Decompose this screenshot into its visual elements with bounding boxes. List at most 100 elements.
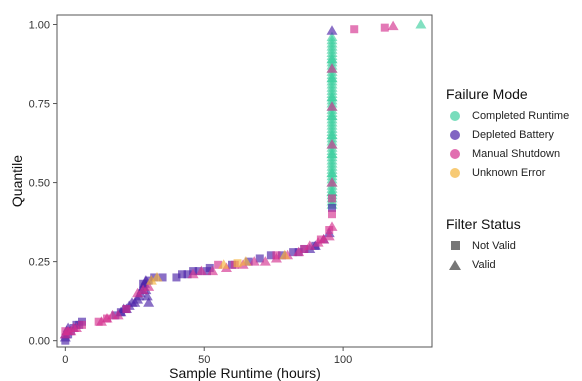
data-point xyxy=(143,281,155,291)
legend-label: Completed Runtime xyxy=(472,109,570,122)
legend-item-completed-runtime: Completed Runtime xyxy=(446,106,569,125)
data-point xyxy=(158,273,167,282)
legend-label: Manual Shutdown xyxy=(472,147,561,160)
data-point xyxy=(61,327,70,336)
data-point xyxy=(112,309,124,320)
data-point xyxy=(178,270,186,279)
data-point xyxy=(103,314,111,323)
legend-swatch xyxy=(446,258,464,272)
data-point xyxy=(387,20,399,31)
y-axis: 0.00 0.25 0.50 0.75 1.00 xyxy=(29,19,57,348)
data-point xyxy=(279,249,291,260)
data-point xyxy=(116,308,125,317)
legend-label: Unknown Error xyxy=(472,166,546,179)
data-point xyxy=(289,248,298,257)
data-point xyxy=(139,279,148,288)
data-point xyxy=(326,186,338,197)
data-point xyxy=(326,110,338,121)
scatter-points xyxy=(59,18,427,345)
data-point xyxy=(151,271,163,282)
data-point xyxy=(326,167,338,178)
y-tick-label: 0.50 xyxy=(29,178,50,190)
data-point xyxy=(326,177,338,187)
data-point xyxy=(328,210,336,219)
data-point xyxy=(326,63,338,73)
legend-title: Filter Status xyxy=(446,216,521,232)
y-tick-label: 0.00 xyxy=(29,336,50,348)
data-point xyxy=(94,317,103,326)
data-point xyxy=(172,273,181,282)
data-point xyxy=(137,284,149,295)
legend-item-unknown-error: Unknown Error xyxy=(446,163,569,182)
circle-icon xyxy=(450,148,460,159)
legend-label: Valid xyxy=(472,258,496,271)
triangle-icon xyxy=(449,259,461,270)
data-point xyxy=(326,139,338,149)
x-tick-label: 50 xyxy=(198,354,210,366)
y-axis-title: Quantile xyxy=(9,155,25,207)
data-point xyxy=(207,265,219,276)
circle-icon xyxy=(450,110,460,121)
data-point xyxy=(326,148,338,159)
data-point xyxy=(326,72,338,83)
data-point xyxy=(141,290,153,301)
plot-panel xyxy=(56,14,433,348)
data-point xyxy=(326,31,338,42)
data-point xyxy=(293,246,305,257)
data-point xyxy=(380,23,389,32)
data-point xyxy=(266,251,275,260)
legend-title: Failure Mode xyxy=(446,86,528,102)
data-point xyxy=(316,235,325,244)
x-axis-title: Sample Runtime (hours) xyxy=(169,365,321,381)
data-point xyxy=(218,259,230,269)
data-point xyxy=(350,25,359,34)
data-point xyxy=(145,275,157,285)
data-point xyxy=(205,263,214,272)
data-point xyxy=(323,230,335,241)
data-point xyxy=(195,265,207,276)
data-point xyxy=(132,287,144,298)
data-point xyxy=(70,322,82,333)
data-point xyxy=(415,18,427,29)
data-point xyxy=(255,254,264,263)
data-point xyxy=(214,260,223,269)
x-tick-label: 100 xyxy=(334,354,352,366)
x-axis: 0 50 100 xyxy=(62,347,352,366)
data-point xyxy=(78,320,86,329)
circle-icon xyxy=(450,129,460,140)
data-point xyxy=(328,194,336,203)
legend-failure-mode: Failure Mode Completed Runtime Depleted … xyxy=(446,86,569,182)
data-point xyxy=(272,251,281,260)
legend-swatch xyxy=(446,147,464,161)
data-point xyxy=(143,297,155,307)
legend-swatch xyxy=(446,239,464,253)
data-point xyxy=(326,91,338,102)
y-tick-label: 0.25 xyxy=(29,257,50,269)
data-point xyxy=(326,53,338,64)
data-point xyxy=(183,270,192,279)
legend-swatch xyxy=(446,166,464,180)
data-point xyxy=(61,336,70,345)
legend-swatch xyxy=(446,109,464,123)
legend-swatch xyxy=(446,128,464,142)
data-point xyxy=(326,129,338,140)
data-point xyxy=(325,226,334,235)
circle-icon xyxy=(450,167,460,178)
data-point xyxy=(240,256,252,266)
legend-label: Depleted Battery xyxy=(472,128,554,141)
x-tick-label: 0 xyxy=(62,354,68,366)
y-tick-label: 1.00 xyxy=(29,19,50,31)
square-icon xyxy=(450,241,460,250)
legend-filter-status: Filter Status Not Valid Valid xyxy=(446,216,521,274)
legend-item-not-valid: Not Valid xyxy=(446,236,521,255)
legend-label: Not Valid xyxy=(472,239,516,252)
legend-item-manual-shutdown: Manual Shutdown xyxy=(446,144,569,163)
legend-item-depleted-battery: Depleted Battery xyxy=(446,125,569,144)
data-point xyxy=(300,244,309,253)
y-tick-label: 0.75 xyxy=(29,99,50,111)
data-point xyxy=(187,268,199,279)
data-point xyxy=(248,256,260,266)
data-point xyxy=(326,25,338,35)
data-point xyxy=(326,101,338,111)
